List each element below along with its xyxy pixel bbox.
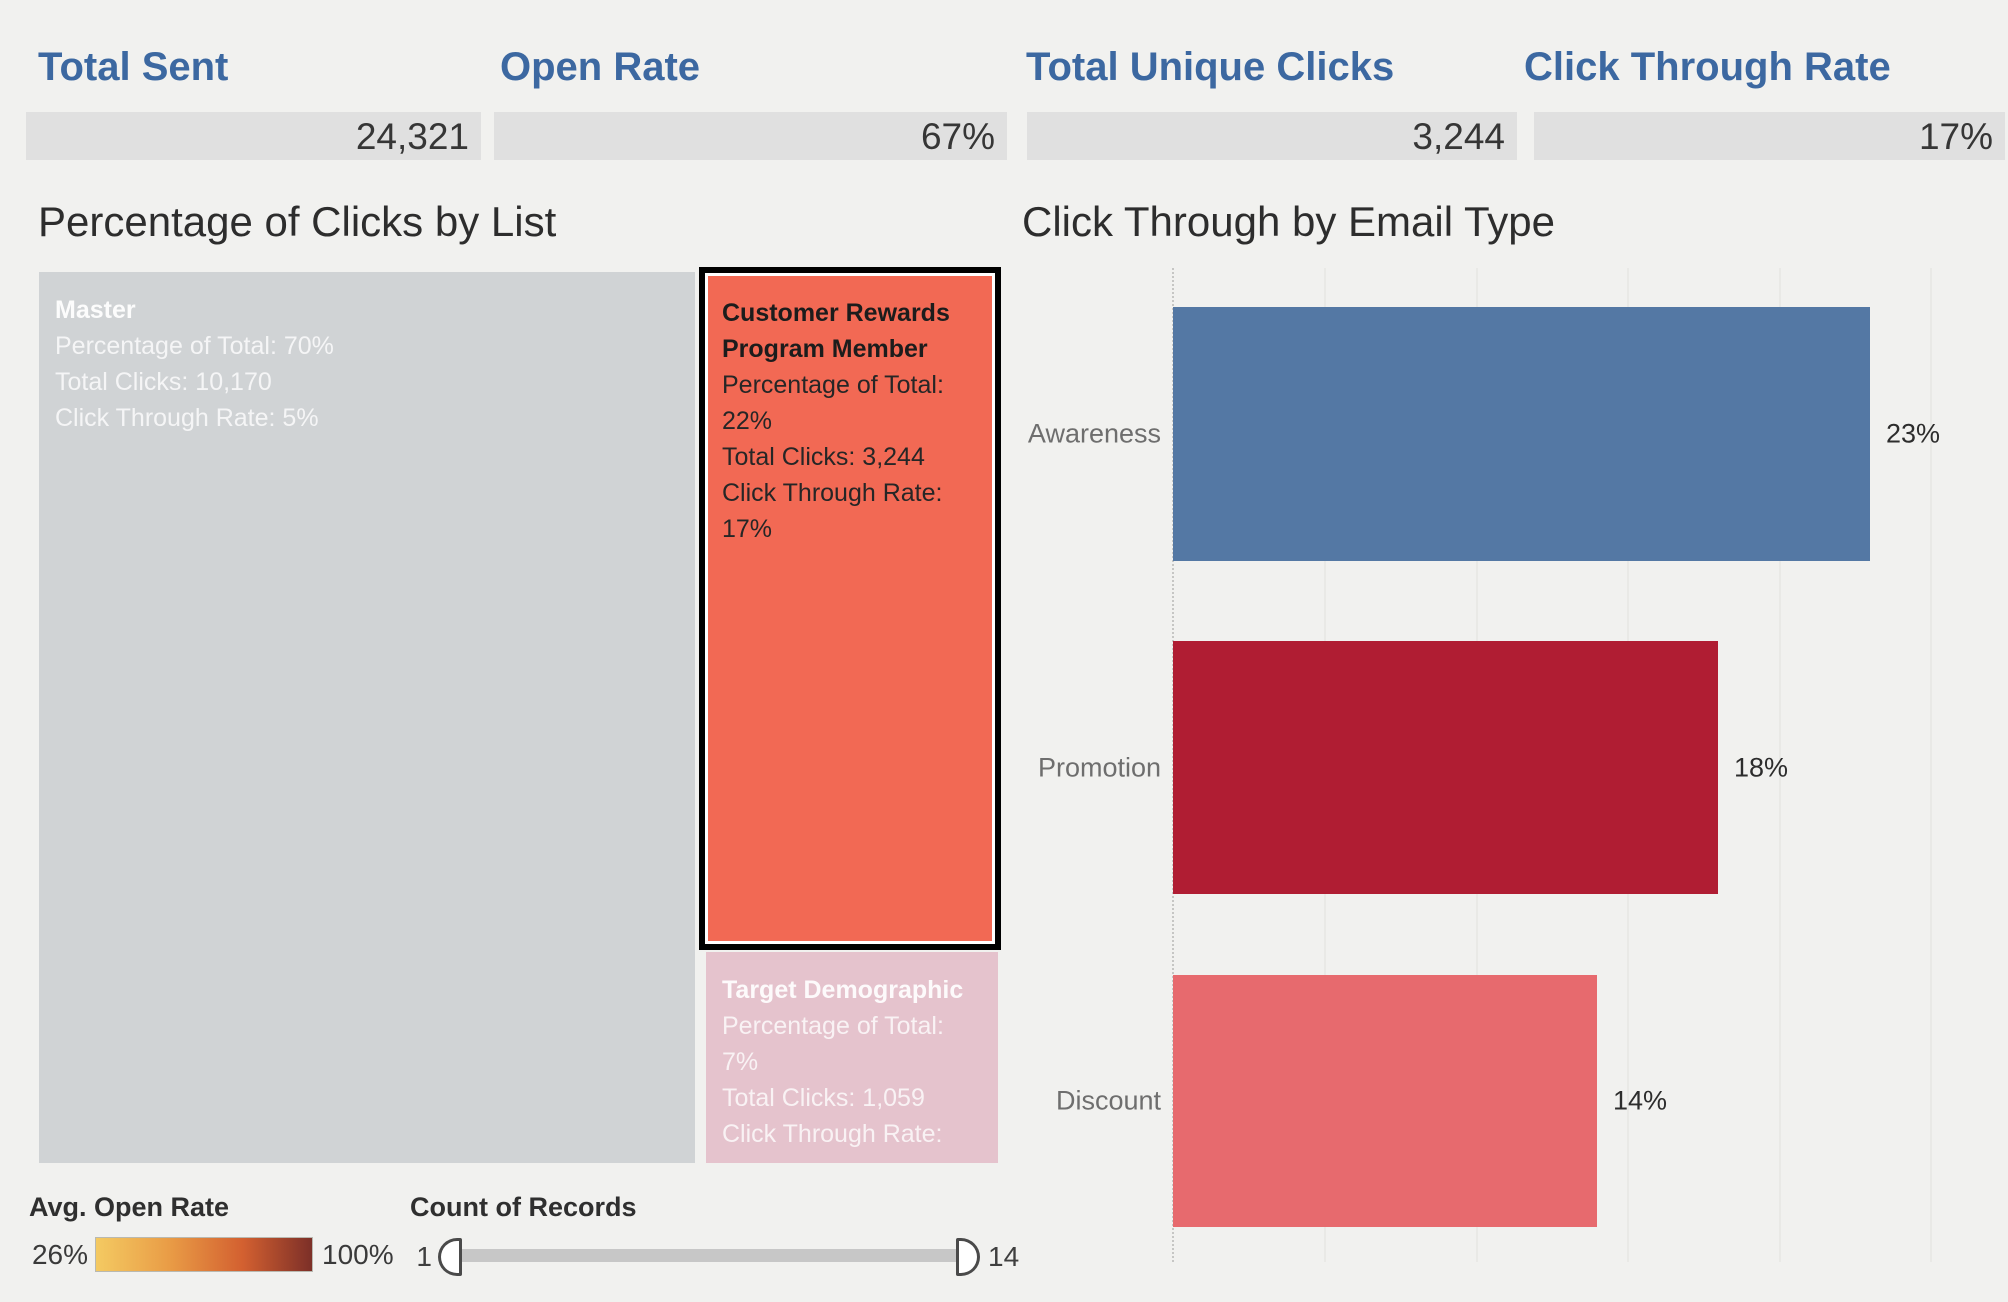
treemap-node-name: Master (55, 296, 136, 324)
treemap-node-stat: Percentage of Total: 7% (722, 1012, 944, 1076)
bar-discount[interactable] (1173, 975, 1597, 1227)
bar-chart-title: Click Through by Email Type (1022, 198, 1556, 245)
treemap-node-stat: Total Clicks: 1,059 (722, 1084, 925, 1112)
treemap-title: Percentage of Clicks by List (38, 198, 557, 245)
count-of-records-title: Count of Records (410, 1192, 637, 1222)
open-rate-legend-min: 26% (31, 1239, 88, 1270)
bar-category-label: Discount (1055, 1085, 1161, 1116)
treemap-node-target-demographic[interactable]: Target Demographic Percentage of Total: … (706, 952, 998, 1163)
kpi-box-open-rate: 67% (494, 112, 1007, 160)
slider-max-value: 14 (988, 1241, 1020, 1272)
treemap-node-stat: Click Through Rate: 5% (55, 404, 319, 432)
bar-value-label: 18% (1734, 752, 1789, 782)
treemap-node-stat: Percentage of Total: 22% (722, 371, 944, 435)
kpi-value-click-through-rate: 17% (1918, 116, 1993, 157)
kpi-box-total-sent: 24,321 (26, 112, 481, 160)
count-of-records-slider-track[interactable] (450, 1249, 972, 1262)
slider-right-handle[interactable] (956, 1238, 980, 1276)
kpi-value-total-sent: 24,321 (355, 116, 469, 157)
open-rate-legend-title: Avg. Open Rate (29, 1192, 230, 1222)
treemap-node-stat: Total Clicks: 10,170 (55, 368, 272, 396)
bar-promotion[interactable] (1173, 641, 1718, 894)
kpi-box-total-unique-clicks: 3,244 (1027, 112, 1517, 160)
treemap-node-name: Target Demographic (722, 976, 964, 1004)
treemap-node-stat: Click Through Rate: 17% (722, 479, 943, 543)
bar-row-awareness: Awareness 23% (0, 307, 2008, 561)
kpi-value-open-rate: 67% (920, 116, 995, 157)
bar-category-label: Promotion (1037, 752, 1161, 782)
gridline (1930, 268, 1932, 1262)
bar-awareness[interactable] (1173, 307, 1870, 561)
bar-value-label: 23% (1886, 418, 1941, 449)
kpi-box-click-through-rate: 17% (1534, 112, 2005, 160)
treemap-node-customer-rewards[interactable]: Customer Rewards Program Member Percenta… (699, 267, 1001, 950)
treemap-node-stat: Total Clicks: 3,244 (722, 443, 925, 471)
treemap-node-master[interactable]: Master Percentage of Total: 70% Total Cl… (39, 272, 695, 1163)
gridline (1779, 268, 1781, 1262)
slider-min-value: 1 (416, 1241, 432, 1272)
treemap-node-stat: Percentage of Total: 70% (55, 332, 334, 360)
bar-value-label: 14% (1613, 1085, 1668, 1116)
kpi-value-total-unique-clicks: 3,244 (1412, 116, 1505, 157)
bar-row-promotion: Promotion 18% (0, 641, 2008, 894)
kpi-label-click-through-rate: Click Through Rate (1524, 45, 1891, 89)
kpi-label-open-rate: Open Rate (500, 45, 701, 89)
treemap-node-name: Customer Rewards Program Member (722, 299, 950, 363)
bar-row-discount: Discount 14% (0, 975, 2008, 1227)
kpi-label-total-sent: Total Sent (38, 45, 229, 89)
treemap-node-stat: Click Through Rate: (722, 1120, 943, 1148)
slider-left-handle[interactable] (438, 1238, 462, 1276)
kpi-label-total-unique-clicks: Total Unique Clicks (1026, 45, 1395, 89)
open-rate-legend-max: 100% (322, 1239, 394, 1270)
open-rate-gradient (95, 1237, 313, 1272)
bar-category-label: Awareness (1027, 418, 1161, 449)
